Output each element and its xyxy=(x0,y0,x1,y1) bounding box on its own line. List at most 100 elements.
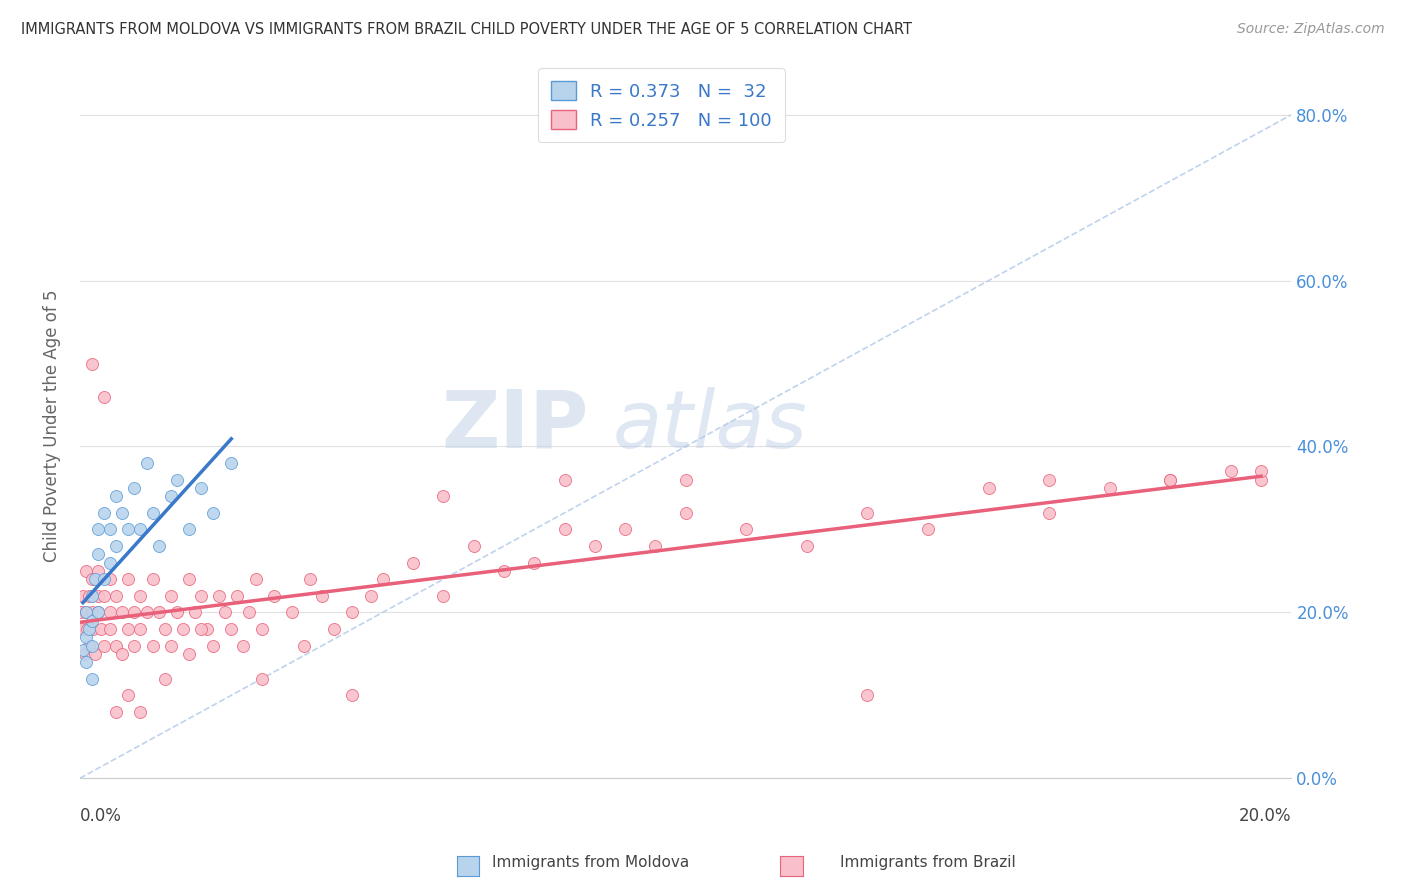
Point xyxy=(98,556,121,570)
Point xyxy=(977,481,1000,495)
Point xyxy=(93,639,115,653)
Legend: R = 0.373   N =  32, R = 0.257   N = 100: R = 0.373 N = 32, R = 0.257 N = 100 xyxy=(538,68,785,142)
Point xyxy=(177,647,200,661)
Point xyxy=(75,606,97,620)
Point xyxy=(342,689,364,703)
Point xyxy=(105,705,128,719)
Point xyxy=(98,572,121,586)
Point xyxy=(1250,473,1272,487)
Point xyxy=(80,614,103,628)
Point xyxy=(190,589,212,603)
Point xyxy=(93,589,115,603)
Point xyxy=(856,506,879,520)
Point xyxy=(208,589,231,603)
Point xyxy=(90,622,112,636)
Point xyxy=(1159,473,1181,487)
Point xyxy=(75,606,97,620)
Point xyxy=(105,539,128,553)
Point xyxy=(80,357,103,371)
Point xyxy=(76,622,98,636)
Point xyxy=(299,572,322,586)
Point xyxy=(371,572,394,586)
Point xyxy=(432,589,454,603)
Point xyxy=(1159,473,1181,487)
Point xyxy=(402,556,425,570)
Point xyxy=(87,589,110,603)
Point xyxy=(214,606,236,620)
Point xyxy=(917,523,939,537)
Point xyxy=(129,523,152,537)
Point xyxy=(856,689,879,703)
Point xyxy=(360,589,382,603)
Point xyxy=(105,639,128,653)
Point xyxy=(80,672,103,686)
Point xyxy=(644,539,666,553)
Point xyxy=(177,572,200,586)
Point xyxy=(135,606,157,620)
Point xyxy=(675,506,697,520)
Point xyxy=(492,564,515,578)
Point xyxy=(111,606,134,620)
Text: Source: ZipAtlas.com: Source: ZipAtlas.com xyxy=(1237,22,1385,37)
Point xyxy=(177,523,200,537)
Point xyxy=(129,589,152,603)
Point xyxy=(105,489,128,503)
Point xyxy=(250,622,273,636)
Point xyxy=(82,622,104,636)
Point xyxy=(87,564,110,578)
Point xyxy=(124,606,146,620)
Text: 0.0%: 0.0% xyxy=(80,806,122,824)
Point xyxy=(1038,506,1060,520)
Point xyxy=(124,639,146,653)
Point xyxy=(292,639,315,653)
Point xyxy=(93,506,115,520)
Point xyxy=(117,622,139,636)
Point xyxy=(238,606,260,620)
Point xyxy=(87,547,110,561)
Text: Immigrants from Brazil: Immigrants from Brazil xyxy=(841,855,1015,870)
Point xyxy=(195,622,218,636)
Point xyxy=(142,506,165,520)
Point xyxy=(70,606,93,620)
Point xyxy=(202,639,225,653)
Point xyxy=(323,622,346,636)
Point xyxy=(80,606,103,620)
Point xyxy=(159,589,181,603)
Point xyxy=(111,647,134,661)
Point xyxy=(675,473,697,487)
Text: IMMIGRANTS FROM MOLDOVA VS IMMIGRANTS FROM BRAZIL CHILD POVERTY UNDER THE AGE OF: IMMIGRANTS FROM MOLDOVA VS IMMIGRANTS FR… xyxy=(21,22,912,37)
Point xyxy=(87,606,110,620)
Point xyxy=(129,622,152,636)
Point xyxy=(77,639,100,653)
Point xyxy=(735,523,758,537)
Point xyxy=(190,481,212,495)
Point xyxy=(232,639,254,653)
Point xyxy=(148,606,170,620)
Point xyxy=(87,523,110,537)
Point xyxy=(153,672,176,686)
Point xyxy=(117,523,139,537)
Point xyxy=(166,606,188,620)
Point xyxy=(1219,464,1241,478)
Point xyxy=(245,572,267,586)
Point xyxy=(98,523,121,537)
Point xyxy=(72,589,94,603)
Text: ZIP: ZIP xyxy=(441,387,589,465)
Point xyxy=(148,539,170,553)
Point xyxy=(72,642,94,657)
Point xyxy=(796,539,818,553)
Point xyxy=(80,572,103,586)
Point xyxy=(263,589,285,603)
Point xyxy=(73,647,96,661)
Point xyxy=(221,622,243,636)
Point xyxy=(75,630,97,644)
Point xyxy=(84,572,107,586)
Point xyxy=(184,606,207,620)
Point xyxy=(153,622,176,636)
Point xyxy=(523,556,546,570)
Point xyxy=(93,572,115,586)
Point xyxy=(87,606,110,620)
Point xyxy=(84,647,107,661)
Point xyxy=(159,489,181,503)
Point xyxy=(166,473,188,487)
